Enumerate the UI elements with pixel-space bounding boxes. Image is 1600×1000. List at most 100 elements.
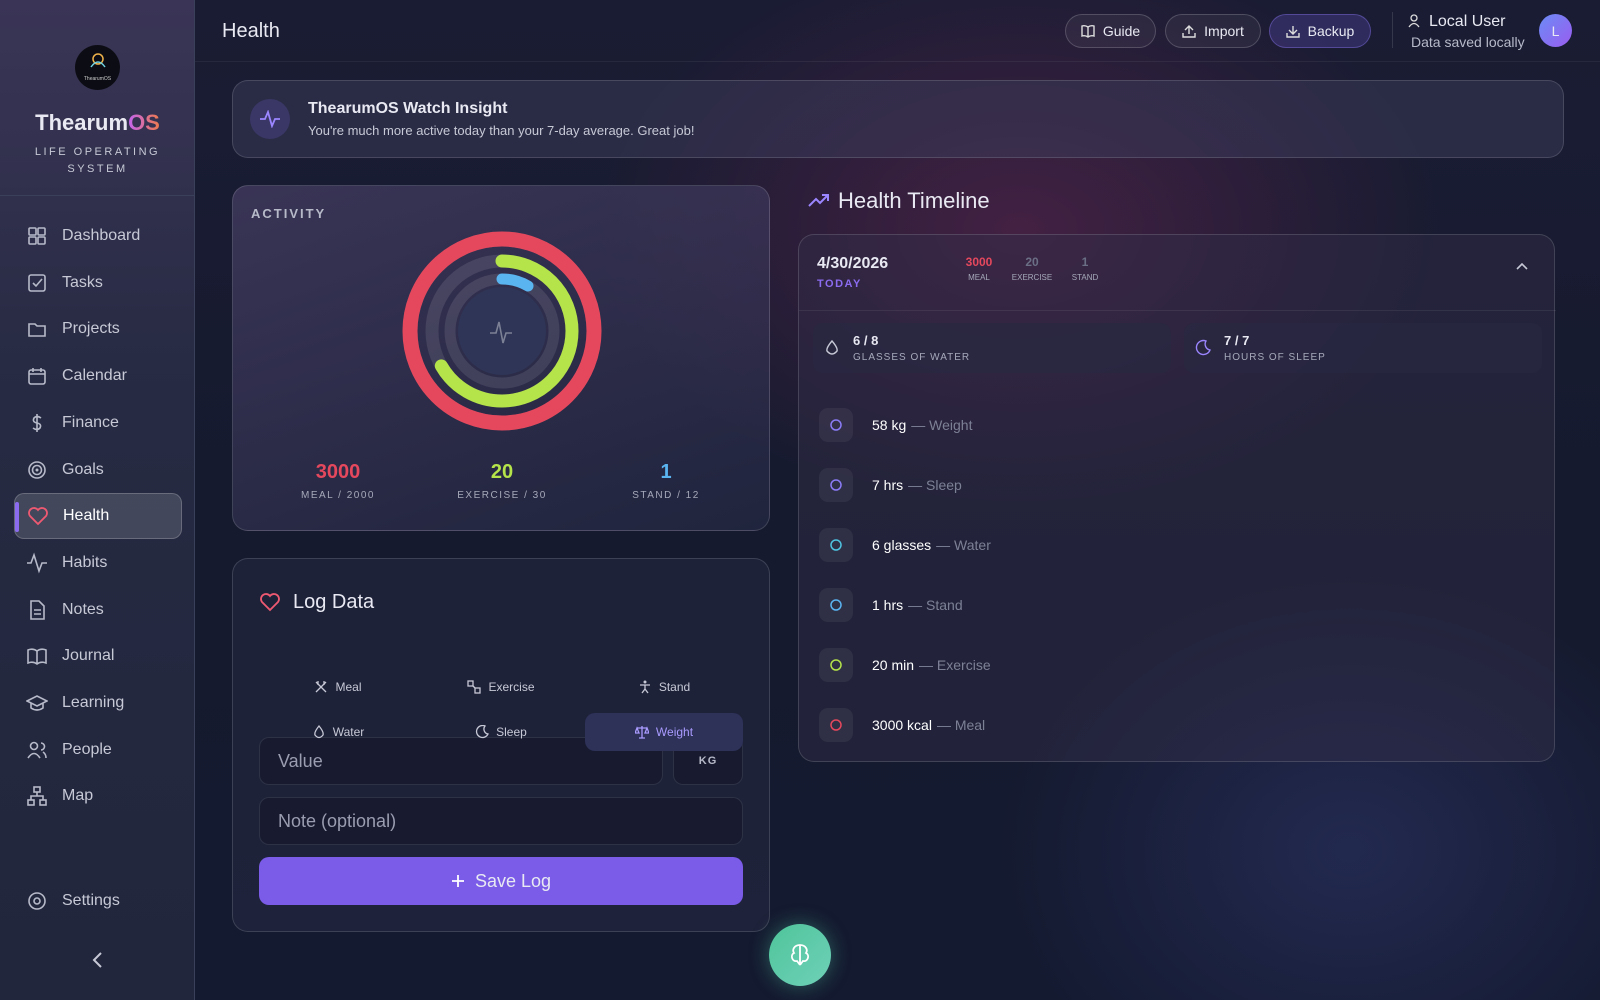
avatar[interactable]: L	[1539, 14, 1572, 47]
icon	[1081, 24, 1095, 38]
log-tab[interactable]: Weight	[585, 713, 743, 751]
entry-icon	[819, 708, 853, 742]
nav-item[interactable]: Goals	[14, 447, 182, 493]
log-tab[interactable]: Exercise	[422, 668, 580, 706]
nav-item[interactable]: Notes	[14, 587, 182, 633]
icon	[313, 725, 324, 739]
user-name: Local User	[1429, 13, 1506, 30]
nav-item[interactable]: Journal	[14, 633, 182, 679]
brain-icon	[790, 944, 810, 966]
ring-caption: STAND / 12	[632, 490, 700, 501]
brand-a: Thearum	[35, 110, 129, 135]
icon	[28, 507, 48, 526]
log-tab[interactable]: Meal	[259, 668, 417, 706]
stat-label: STAND	[1071, 273, 1099, 282]
entry-amount: 6 glasses	[872, 537, 932, 553]
nav-settings[interactable]: Settings	[14, 878, 182, 924]
summary-card: 6 / 8 GLASSES OF WATER	[813, 323, 1171, 373]
card-label: GLASSES OF WATER	[853, 352, 971, 363]
log-tab[interactable]: Sleep	[422, 713, 580, 751]
icon	[28, 323, 46, 338]
collapse-chevron[interactable]	[1515, 261, 1529, 271]
separator	[1392, 12, 1393, 48]
icon	[27, 648, 47, 666]
entry-detail: — Sleep	[908, 477, 962, 493]
nav-item[interactable]: Calendar	[14, 353, 182, 399]
pulse	[260, 110, 280, 128]
icon	[28, 460, 46, 479]
collapse-button[interactable]	[88, 950, 108, 970]
note-input[interactable]: Note (optional)	[259, 797, 743, 845]
ring-value: 1	[660, 461, 672, 483]
nav-label: Learning	[62, 694, 125, 711]
timeline-entry: 20 min — Exercise	[819, 645, 991, 685]
nav-label: Journal	[62, 647, 115, 665]
save-button[interactable]: Save Log	[259, 857, 743, 905]
tab-label: Meal	[335, 680, 362, 694]
brand-b: OS	[128, 110, 160, 135]
ring-value: 3000	[315, 461, 361, 483]
pulse	[490, 321, 512, 344]
entry-detail: — Weight	[911, 417, 973, 433]
tab-label: Water	[332, 725, 365, 739]
button-label: Import	[1204, 23, 1244, 39]
log-card: Log Data Value KG Note (optional) Save L…	[232, 558, 770, 932]
assistant-button[interactable]	[769, 924, 831, 986]
entry-icon	[819, 528, 853, 562]
icon	[28, 273, 46, 292]
timeline-entry: 3000 kcal — Meal	[819, 705, 985, 745]
tab-label: Exercise	[488, 680, 535, 694]
ring-center	[458, 287, 546, 375]
nav-item[interactable]: Projects	[14, 306, 182, 352]
icon	[830, 659, 842, 671]
nav-item[interactable]: Map	[14, 773, 182, 819]
icon	[830, 479, 842, 491]
icon	[32, 413, 42, 432]
card-label: HOURS OF SLEEP	[1224, 352, 1326, 363]
settings-label: Settings	[62, 892, 120, 909]
nav-item[interactable]: Habits	[14, 540, 182, 586]
nav-item[interactable]: Learning	[14, 680, 182, 726]
button-label: Guide	[1102, 23, 1141, 39]
icon	[27, 786, 47, 807]
nav-label: Calendar	[62, 367, 127, 385]
ring-value: 20	[490, 461, 514, 483]
icon	[30, 599, 45, 620]
tab-label: Sleep	[496, 725, 527, 739]
nav-item[interactable]: Finance	[14, 400, 182, 446]
nav-item[interactable]: Health	[14, 493, 182, 540]
sidebar: ThearumOS ThearumOS LIFE OPERATING SYSTE…	[0, 0, 195, 1000]
nav-item[interactable]: Dashboard	[14, 213, 182, 259]
stat-value: 20	[1025, 255, 1039, 269]
timeline-entry: 1 hrs — Stand	[819, 585, 963, 625]
divider	[799, 310, 1556, 311]
icon	[826, 339, 838, 355]
card-value: 7 / 7	[1224, 333, 1250, 348]
insight-text: You're much more active today than your …	[308, 123, 695, 138]
header-button[interactable]: Import	[1165, 14, 1261, 48]
stat-value: 3000	[965, 255, 993, 269]
insight-title: ThearumOS Watch Insight	[308, 100, 508, 117]
entry-icon	[819, 648, 853, 682]
header-button[interactable]: Guide	[1065, 14, 1156, 48]
icon	[830, 599, 842, 611]
nav-label: Health	[63, 507, 110, 525]
log-tab[interactable]: Stand	[585, 668, 743, 706]
save-label: Save Log	[474, 870, 552, 891]
activity-title: ACTIVITY	[251, 206, 327, 221]
entry-amount: 58 kg	[872, 417, 907, 433]
user-icon	[1408, 14, 1420, 28]
nav-item[interactable]: People	[14, 727, 182, 773]
nav-label: Goals	[62, 460, 104, 478]
nav-label: Notes	[62, 600, 104, 618]
log-tab[interactable]: Water	[259, 713, 417, 751]
nav-item[interactable]: Tasks	[14, 260, 182, 306]
nav-label: Habits	[62, 553, 108, 571]
icon	[26, 695, 48, 711]
header-button[interactable]: Backup	[1269, 14, 1371, 48]
nav-label: Finance	[62, 413, 119, 431]
card-value: 6 / 8	[853, 333, 879, 348]
icon	[28, 892, 46, 910]
timeline-entry: 58 kg — Weight	[819, 405, 972, 445]
